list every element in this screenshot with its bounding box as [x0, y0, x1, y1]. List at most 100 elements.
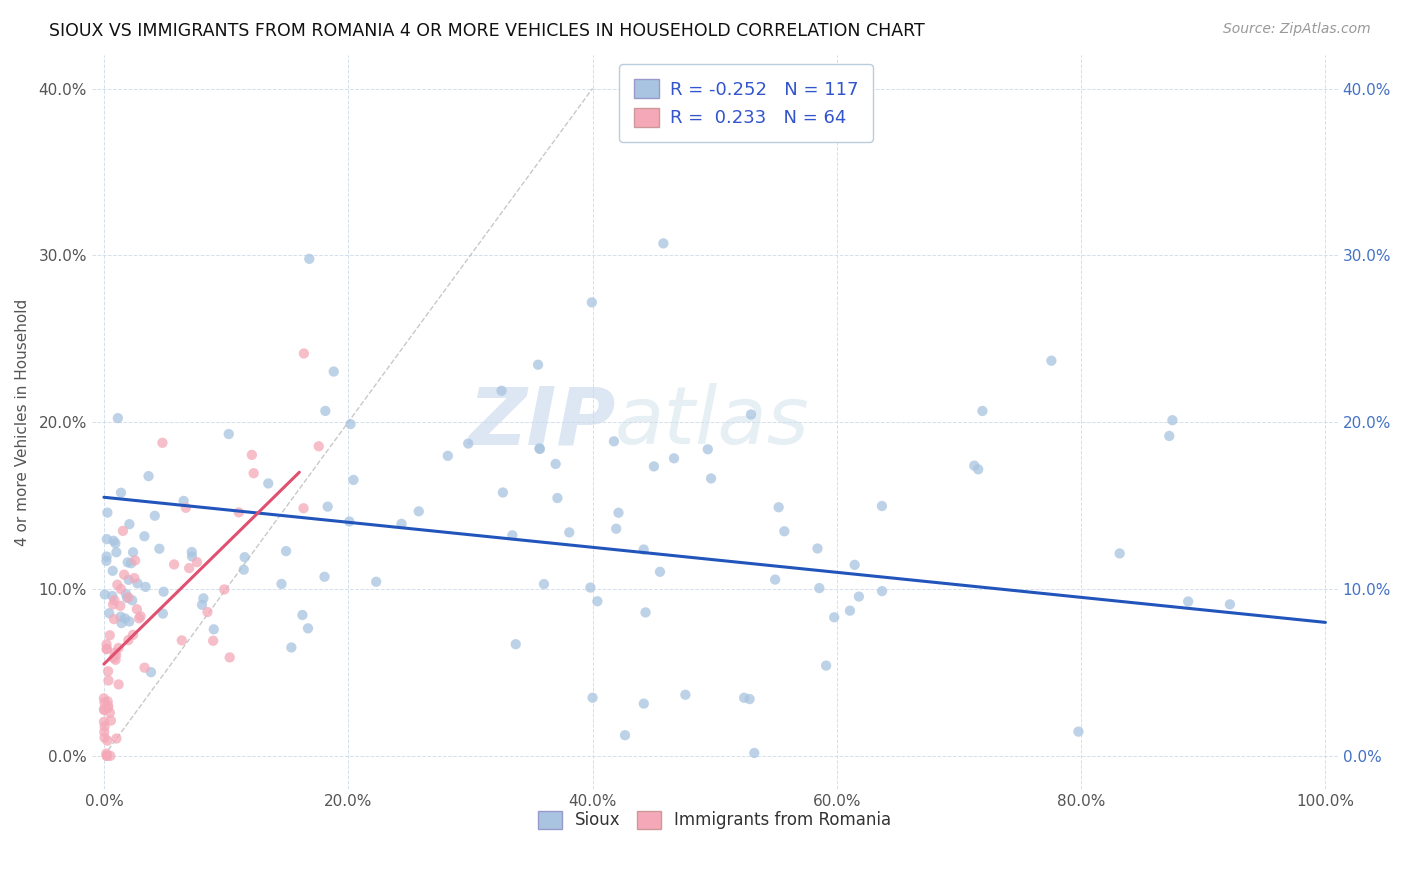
- Point: [152, 584, 174, 599]
- Point: [117, 573, 139, 587]
- Point: [633, 697, 655, 711]
- Point: [257, 476, 280, 491]
- Point: [491, 384, 513, 398]
- Point: [527, 358, 550, 372]
- Point: [648, 565, 671, 579]
- Point: [603, 434, 626, 449]
- Point: [197, 605, 219, 619]
- Point: [93, 702, 115, 716]
- Point: [339, 417, 361, 431]
- Point: [839, 604, 862, 618]
- Point: [152, 435, 174, 450]
- Point: [815, 658, 838, 673]
- Point: [242, 467, 264, 481]
- Point: [110, 582, 132, 596]
- Point: [652, 236, 675, 251]
- Point: [128, 611, 150, 625]
- Point: [117, 555, 139, 569]
- Point: [337, 515, 360, 529]
- Point: [322, 365, 344, 379]
- Point: [93, 731, 115, 745]
- Point: [97, 673, 120, 688]
- Point: [529, 442, 551, 456]
- Point: [135, 580, 157, 594]
- Point: [98, 748, 121, 763]
- Point: [696, 442, 718, 457]
- Point: [492, 485, 515, 500]
- Point: [408, 504, 430, 518]
- Point: [112, 567, 135, 582]
- Point: [114, 611, 136, 625]
- Point: [870, 584, 893, 599]
- Point: [96, 637, 118, 651]
- Point: [314, 570, 336, 584]
- Point: [101, 564, 124, 578]
- Point: [121, 593, 143, 607]
- Point: [105, 731, 128, 746]
- Point: [101, 589, 124, 603]
- Point: [115, 587, 138, 601]
- Point: [823, 610, 845, 624]
- Point: [122, 545, 145, 559]
- Point: [633, 542, 655, 557]
- Point: [806, 541, 828, 556]
- Point: [844, 558, 866, 572]
- Point: [97, 698, 120, 713]
- Point: [738, 692, 761, 706]
- Point: [342, 473, 364, 487]
- Y-axis label: 4 or more Vehicles in Household: 4 or more Vehicles in Household: [15, 299, 30, 546]
- Point: [104, 653, 127, 667]
- Point: [134, 529, 156, 543]
- Point: [96, 532, 118, 546]
- Point: [96, 506, 118, 520]
- Point: [105, 545, 128, 559]
- Point: [107, 677, 129, 691]
- Point: [586, 594, 609, 608]
- Point: [127, 576, 149, 591]
- Point: [105, 648, 128, 663]
- Point: [274, 544, 297, 558]
- Point: [643, 459, 665, 474]
- Point: [232, 563, 254, 577]
- Point: [740, 408, 762, 422]
- Point: [98, 706, 121, 720]
- Point: [1161, 413, 1184, 427]
- Point: [117, 591, 139, 605]
- Point: [93, 719, 115, 733]
- Point: [581, 690, 603, 705]
- Point: [291, 607, 314, 622]
- Point: [292, 501, 315, 516]
- Point: [1159, 429, 1181, 443]
- Point: [662, 451, 685, 466]
- Point: [191, 598, 214, 612]
- Point: [848, 590, 870, 604]
- Point: [100, 714, 122, 728]
- Point: [117, 633, 139, 648]
- Point: [129, 609, 152, 624]
- Point: [558, 525, 581, 540]
- Point: [292, 346, 315, 360]
- Point: [218, 427, 240, 442]
- Point: [773, 524, 796, 539]
- Point: [533, 577, 555, 591]
- Point: [614, 728, 637, 742]
- Point: [96, 748, 118, 763]
- Point: [148, 541, 170, 556]
- Point: [104, 536, 127, 550]
- Point: [1219, 598, 1241, 612]
- Text: Source: ZipAtlas.com: Source: ZipAtlas.com: [1223, 22, 1371, 37]
- Point: [97, 694, 120, 708]
- Point: [1108, 546, 1130, 560]
- Point: [103, 593, 125, 607]
- Point: [436, 449, 458, 463]
- Point: [93, 714, 115, 729]
- Point: [581, 295, 603, 310]
- Point: [93, 696, 115, 710]
- Point: [124, 553, 146, 567]
- Point: [529, 442, 551, 456]
- Point: [763, 573, 786, 587]
- Point: [186, 555, 208, 569]
- Point: [505, 637, 527, 651]
- Point: [366, 574, 388, 589]
- Text: SIOUX VS IMMIGRANTS FROM ROMANIA 4 OR MORE VEHICLES IN HOUSEHOLD CORRELATION CHA: SIOUX VS IMMIGRANTS FROM ROMANIA 4 OR MO…: [49, 22, 925, 40]
